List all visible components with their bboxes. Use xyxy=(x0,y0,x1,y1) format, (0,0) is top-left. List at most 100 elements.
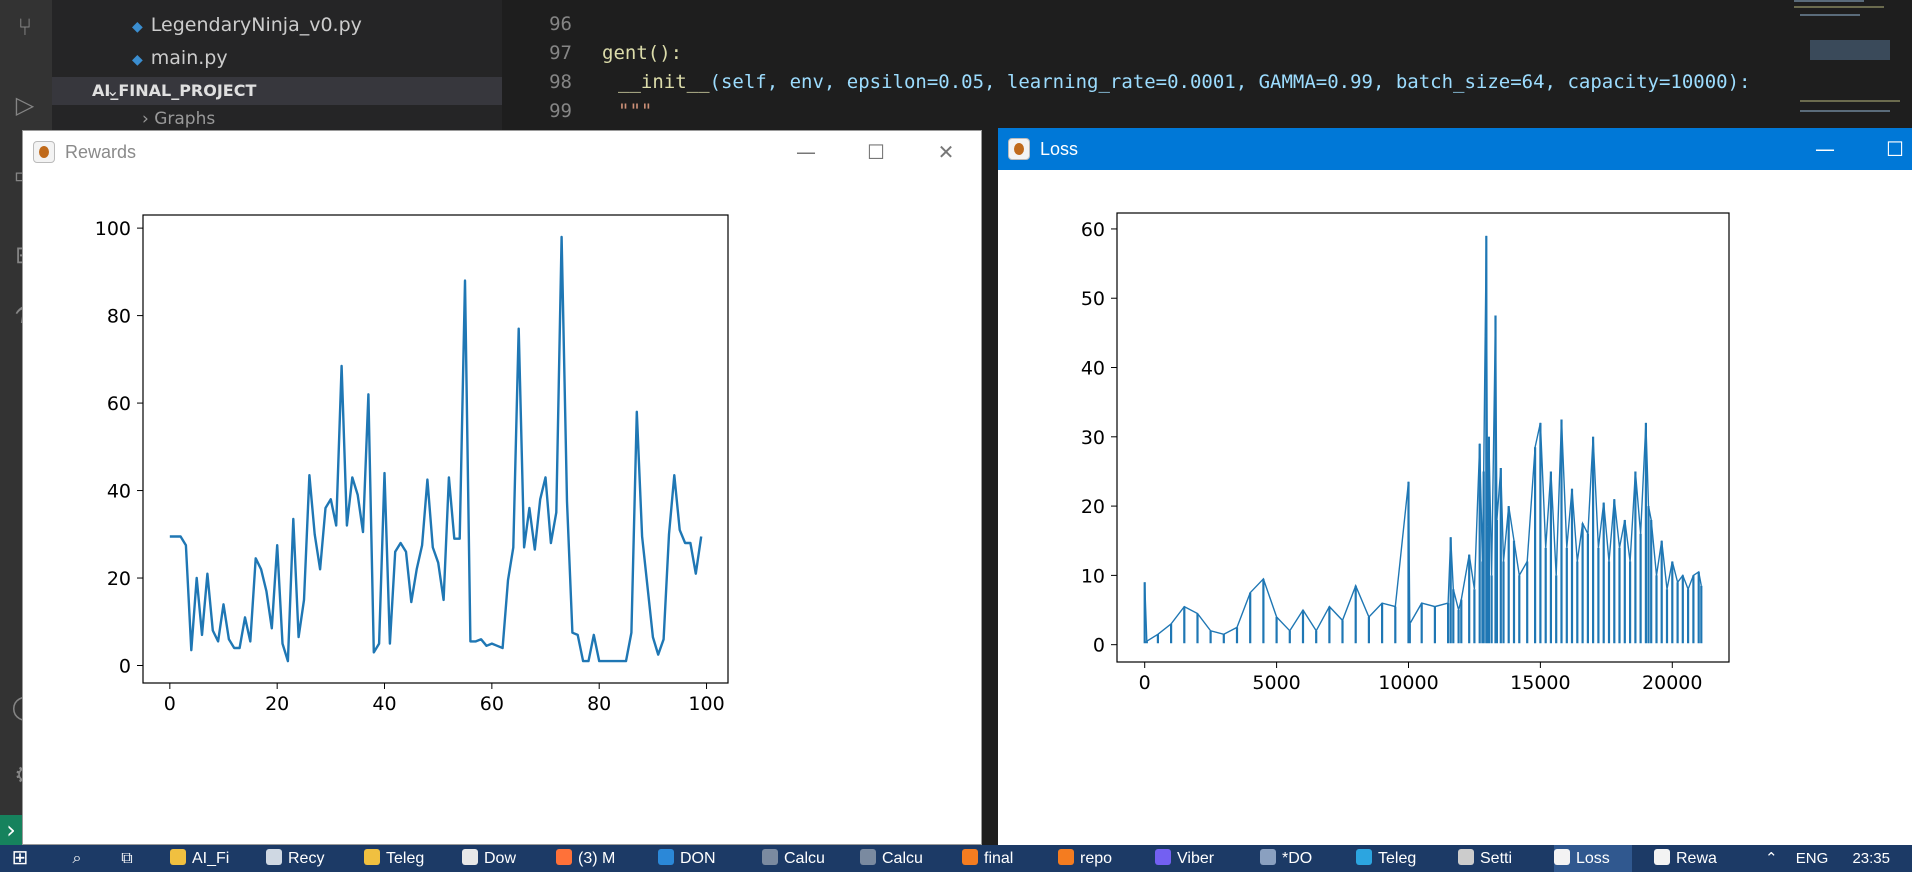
maximize-button[interactable]: ☐ xyxy=(867,140,885,164)
title-bar[interactable]: Loss — ☐ xyxy=(998,128,1912,170)
taskbar-item[interactable]: Calcu xyxy=(860,845,930,872)
app-icon xyxy=(1554,849,1570,866)
loss-chart: 0 5000 10000 15000 20000 0 10 20 30 40 50 60 xyxy=(1081,212,1730,694)
taskbar-item-label: *DO xyxy=(1282,850,1313,867)
code-editor[interactable]: 96 97 gent(): 98 __init__(self, env, eps… xyxy=(502,0,1770,130)
x-tick-label: 100 xyxy=(688,693,724,715)
python-file-icon: ◆ xyxy=(132,19,143,35)
x-tick-label: 0 xyxy=(164,693,176,715)
project-folder-header[interactable]: ⌄ AI_FINAL_PROJECT xyxy=(52,77,502,105)
x-tick-label: 80 xyxy=(587,693,611,715)
y-tick-label: 0 xyxy=(119,656,131,678)
line-number: 96 xyxy=(549,13,572,35)
taskbar-item[interactable]: Teleg xyxy=(1356,845,1426,872)
minimap-graphic xyxy=(1794,0,1900,112)
taskbar-item[interactable]: final xyxy=(962,845,1032,872)
taskbar-item[interactable]: Recy xyxy=(266,845,336,872)
taskbar-item[interactable]: Rewa xyxy=(1654,845,1724,872)
source-control-icon[interactable]: ⑂ xyxy=(17,13,33,41)
app-icon xyxy=(860,849,876,866)
minimize-button[interactable]: — xyxy=(1815,137,1835,161)
app-icon xyxy=(658,849,674,866)
minimap[interactable] xyxy=(1770,0,1910,130)
x-tick-label: 10000 xyxy=(1378,672,1438,694)
loss-spikes xyxy=(1143,235,1703,644)
y-tick-label: 20 xyxy=(1081,496,1105,518)
rewards-window[interactable]: Rewards — ☐ ✕ 0 20 40 60 80 100 0 20 40 60 80 100 xyxy=(22,130,982,845)
app-icon xyxy=(1654,849,1670,866)
task-view-icon[interactable]: ⧉ xyxy=(121,850,133,867)
taskbar-item[interactable]: repo xyxy=(1058,845,1128,872)
app-icon xyxy=(170,849,186,866)
taskbar-item[interactable]: Setti xyxy=(1458,845,1528,872)
system-tray: ⌃ ENG 23:35 xyxy=(1765,845,1912,872)
x-tick-label: 15000 xyxy=(1510,672,1570,694)
file-item[interactable]: ◆ main.py xyxy=(132,45,228,71)
app-icon xyxy=(1155,849,1171,866)
x-tick-label: 5000 xyxy=(1252,672,1300,694)
taskbar-item-label: final xyxy=(984,850,1014,867)
chevron-down-icon: ⌄ xyxy=(106,81,120,100)
code-line: gent(): xyxy=(602,42,683,64)
taskbar-item[interactable]: *DO xyxy=(1260,845,1330,872)
x-tick-label: 40 xyxy=(372,693,396,715)
taskbar-item[interactable]: (3) M xyxy=(556,845,630,872)
x-tick-label: 20000 xyxy=(1642,672,1702,694)
maximize-button[interactable]: ☐ xyxy=(1886,137,1904,161)
taskbar-item-label: repo xyxy=(1080,850,1113,867)
taskbar-item-label: Teleg xyxy=(386,850,425,867)
y-tick-label: 80 xyxy=(107,306,131,328)
code-function-name: __init__ xyxy=(618,71,710,93)
y-tick-label: 30 xyxy=(1081,427,1105,449)
taskbar-item-label: Calcu xyxy=(784,850,825,867)
taskbar-item[interactable]: Loss xyxy=(1554,845,1632,872)
taskbar-item[interactable]: Viber xyxy=(1155,845,1225,872)
rewards-chart: 0 20 40 60 80 100 0 20 40 60 80 100 xyxy=(95,214,729,715)
taskbar-item-label: Dow xyxy=(484,850,517,867)
app-icon xyxy=(962,849,978,866)
chevron-up-icon[interactable]: ⌃ xyxy=(1765,850,1778,867)
taskbar-item-label: Loss xyxy=(1576,850,1610,867)
y-tick-label: 10 xyxy=(1081,565,1105,587)
taskbar-item[interactable]: DON xyxy=(658,845,730,872)
folder-name: Graphs xyxy=(154,109,216,129)
close-button[interactable]: ✕ xyxy=(937,140,955,164)
taskbar-item-label: DON xyxy=(680,850,716,867)
chevron-right-icon: › xyxy=(142,109,149,129)
taskbar-item[interactable]: Teleg xyxy=(364,845,434,872)
app-icon xyxy=(364,849,380,866)
editor-strip xyxy=(982,130,998,845)
taskbar-item[interactable]: Dow xyxy=(462,845,532,872)
matplotlib-icon xyxy=(1008,138,1030,160)
matplotlib-icon xyxy=(33,141,55,163)
windows-start-icon[interactable]: ⊞ xyxy=(11,847,29,869)
x-tick-label: 20 xyxy=(265,693,289,715)
search-icon[interactable]: ⌕ xyxy=(72,850,82,867)
taskbar-item-label: Teleg xyxy=(1378,850,1417,867)
taskbar: ⊞ ⌕ ⧉ AI_Fi Recy Teleg Dow (3) M DON Calcu Calc… xyxy=(0,845,1912,872)
taskbar-item-label: (3) M xyxy=(578,850,616,867)
explorer-panel: ◆ LegendaryNinja_v0.py ◆ main.py ⌄ AI_FINA… xyxy=(52,0,502,130)
taskbar-item[interactable]: Calcu xyxy=(762,845,832,872)
app-icon xyxy=(1356,849,1372,866)
folder-item[interactable]: › Graphs xyxy=(142,106,215,130)
minimize-button[interactable]: — xyxy=(796,140,816,164)
language-indicator[interactable]: ENG xyxy=(1795,850,1829,867)
clock[interactable]: 23:35 xyxy=(1852,850,1890,867)
y-tick-label: 40 xyxy=(107,481,131,503)
taskbar-item-label: Recy xyxy=(288,850,325,867)
y-tick-label: 40 xyxy=(1081,358,1105,380)
plot-frame xyxy=(142,214,729,684)
y-tick-label: 60 xyxy=(107,393,131,415)
x-tick-label: 0 xyxy=(1139,672,1151,694)
title-bar[interactable]: Rewards — ☐ ✕ xyxy=(23,131,981,173)
run-debug-icon[interactable]: ▷ xyxy=(15,91,35,119)
project-name: AI_FINAL_PROJECT xyxy=(92,81,257,100)
loss-window[interactable]: Loss — ☐ 0 5000 10000 15000 20000 0 10 20 30 40 50… xyxy=(998,128,1912,845)
taskbar-item[interactable]: AI_Fi xyxy=(170,845,240,872)
file-item[interactable]: ◆ LegendaryNinja_v0.py xyxy=(132,12,362,38)
app-icon xyxy=(462,849,478,866)
remote-indicator-icon[interactable]: › xyxy=(0,815,22,845)
window-title: Loss xyxy=(1040,139,1079,159)
code-line: """ xyxy=(618,100,653,122)
